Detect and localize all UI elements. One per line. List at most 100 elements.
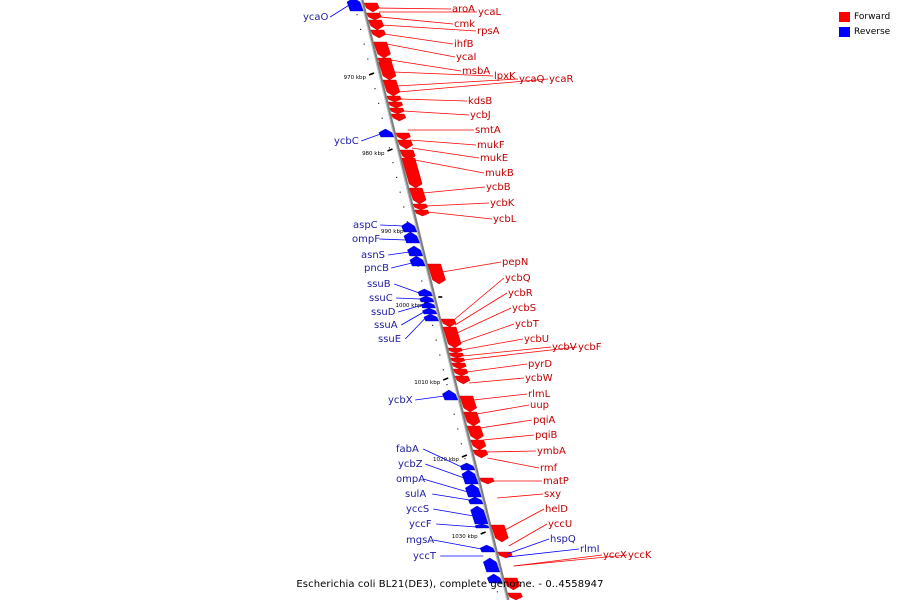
leader-line (432, 493, 470, 501)
forward-gene-arrow (450, 357, 466, 364)
gene-label-ymbA: ymbA (537, 446, 566, 457)
scale-dot (442, 369, 444, 371)
forward-gene-arrow (451, 362, 467, 370)
reverse-gene-arrow (420, 301, 436, 309)
leader-line (386, 43, 456, 58)
gene-label-fabA: fabA (396, 444, 419, 455)
forward-gene-arrow (463, 411, 481, 427)
leader-line (433, 539, 482, 550)
gene-label-yccS: yccS (406, 504, 429, 515)
gene-label-ycbU: ycbU (524, 334, 549, 345)
scale-dot (396, 176, 398, 178)
reverse-gene-arrow (486, 573, 503, 584)
reverse-gene-arrow (442, 389, 459, 401)
gene-label-uup: uup (530, 400, 549, 411)
leader-line (411, 147, 480, 159)
gene-label-ycbQ: ycbQ (505, 273, 531, 284)
leader-line (462, 346, 552, 357)
scale-tick (387, 148, 393, 152)
leader-line (506, 538, 550, 555)
scale-dot (399, 191, 401, 193)
reverse-gene-arrow (422, 307, 438, 315)
scale-dot (435, 339, 437, 341)
scale-dot (367, 58, 369, 60)
leader-line (402, 110, 470, 116)
leader-line (396, 78, 519, 87)
scale-dot (374, 88, 376, 90)
forward-gene-arrow (452, 368, 469, 377)
scale-dot (496, 591, 498, 593)
scale-dot (378, 102, 380, 104)
forward-gene-arrow (387, 101, 404, 109)
leader-line (504, 508, 545, 531)
gene-label-yccT: yccT (413, 551, 437, 562)
gene-label-lpxK: lpxK (494, 71, 516, 82)
gene-label-ycbT: ycbT (515, 319, 540, 330)
leader-line (400, 98, 468, 102)
gene-label-msbA: msbA (462, 66, 490, 77)
scale-dot (421, 280, 423, 282)
scale-dot (464, 458, 466, 460)
gene-label-ompF: ompF (352, 234, 380, 245)
leader-line (497, 493, 544, 499)
scale-tick-label: 1030 kbp (452, 534, 478, 540)
gene-label-ycaO: ycaO (303, 12, 329, 23)
legend-label: Reverse (854, 26, 891, 37)
forward-gene-arrow (442, 326, 462, 349)
scale-dot (406, 221, 408, 223)
gene-label-ycbJ: ycbJ (470, 110, 491, 121)
leader-line (476, 404, 530, 415)
gene-features (346, 0, 523, 600)
reverse-gene-arrow (483, 557, 500, 573)
scale-tick-label: 980 kbp (362, 151, 385, 157)
legend-label: Forward (854, 11, 891, 22)
scale-tick (461, 454, 468, 458)
legend-swatch (839, 11, 850, 22)
gene-label-ycbK: ycbK (490, 198, 515, 209)
forward-gene-arrow (503, 577, 521, 591)
leader-line (396, 297, 421, 300)
reverse-gene-arrow (403, 231, 420, 244)
forward-gene-arrow (490, 524, 509, 543)
gene-label-yccF: yccF (409, 519, 432, 530)
forward-gene-arrow (479, 477, 495, 485)
scale-tick (442, 377, 449, 381)
leader-line (426, 202, 490, 207)
scale-dot (356, 14, 358, 16)
leader-line (483, 434, 535, 441)
forward-gene-arrow (389, 107, 405, 115)
gene-label-mgsA: mgsA (406, 535, 434, 546)
scale-dot (403, 206, 405, 208)
scale-dot (360, 28, 362, 30)
leader-line (513, 554, 603, 567)
leader-line (453, 277, 505, 321)
legend: Forward Reverse (839, 9, 890, 39)
forward-gene-arrow (401, 157, 423, 189)
leader-line (377, 7, 452, 10)
leader-line (433, 508, 474, 517)
forward-gene-arrow (507, 592, 523, 600)
gene-label-ihfB: ihfB (454, 39, 474, 50)
scale-dot (439, 354, 441, 356)
forward-gene-arrow (459, 395, 477, 413)
gene-label-helD: helD (545, 504, 568, 515)
gene-label-yccX: yccX (603, 550, 627, 561)
reverse-gene-arrow (407, 245, 424, 257)
leader-line (401, 311, 425, 326)
leader-line (423, 448, 462, 468)
forward-gene-arrow (386, 95, 402, 103)
reverse-gene-arrow (479, 544, 496, 553)
gene-label-sxy: sxy (544, 489, 561, 500)
forward-gene-arrow (408, 187, 427, 205)
gene-label-mukF: mukF (477, 140, 505, 151)
leader-line (461, 338, 524, 351)
forward-gene-arrow (454, 375, 471, 385)
gene-label-mukB: mukB (485, 168, 514, 179)
forward-gene-arrow (368, 19, 385, 31)
leader-line (398, 78, 549, 93)
forward-gene-arrow (370, 29, 386, 39)
gene-label-yccU: yccU (548, 519, 572, 530)
leader-line (485, 450, 537, 453)
scale-dot (453, 413, 455, 415)
gene-label-ycbW: ycbW (525, 373, 553, 384)
